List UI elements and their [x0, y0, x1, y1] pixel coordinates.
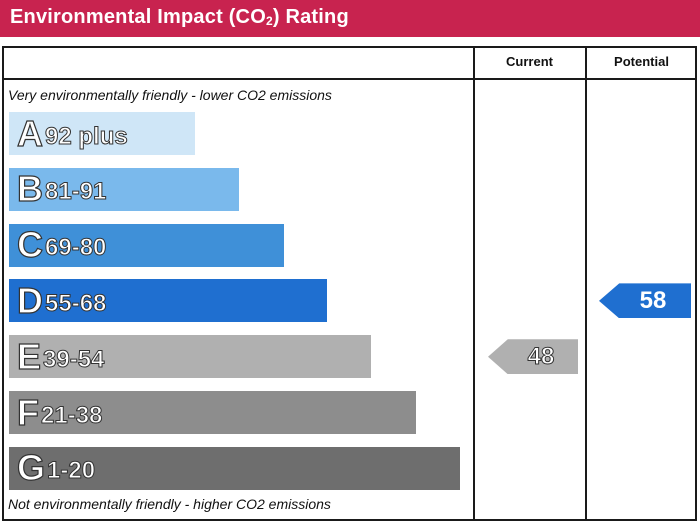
band-range: 92 plus: [45, 122, 129, 150]
rating-frame: [2, 46, 697, 521]
band-letter: B: [16, 168, 43, 210]
rating-title: Environmental Impact (CO2) Rating: [10, 6, 349, 29]
potential-rating-value: 58: [639, 286, 667, 314]
band-range: 69-80: [44, 234, 107, 262]
band-range: 81-91: [44, 178, 107, 206]
band-letter: C: [16, 224, 43, 266]
band-letter: D: [16, 279, 43, 321]
current-column-header: Current: [506, 54, 553, 69]
band-range: 1-20: [47, 457, 96, 485]
band-d: D 55-68: [9, 279, 327, 323]
potential-rating-arrow: 58: [599, 283, 691, 319]
current-column-divider: [473, 46, 475, 521]
band-g: G 1-20: [9, 446, 460, 490]
rating-header: Environmental Impact (CO2) Rating: [0, 0, 700, 37]
band-range: 39-54: [43, 345, 105, 373]
title-main: Environmental Impact (CO: [10, 6, 266, 28]
title-subscript: 2: [265, 14, 273, 28]
band-letter: G: [16, 447, 46, 489]
band-letter: A: [16, 112, 43, 154]
potential-column-header: Potential: [614, 54, 669, 69]
bottom-note: Not environmentally friendly - higher CO…: [8, 496, 331, 512]
band-letter: F: [16, 391, 39, 433]
band-a: A 92 plus: [9, 112, 195, 155]
band-e: E 39-54: [9, 335, 371, 379]
current-rating-arrow: 48: [488, 339, 578, 375]
band-range: 21-38: [40, 401, 103, 429]
title-tail: ) Rating: [272, 6, 349, 28]
band-letter: E: [16, 335, 42, 377]
band-c: C 69-80: [9, 223, 284, 267]
band-f: F 21-38: [9, 391, 416, 434]
band-range: 55-68: [44, 289, 107, 317]
band-b: B 81-91: [9, 167, 239, 211]
potential-column-divider: [585, 46, 587, 521]
current-rating-value: 48: [527, 342, 555, 370]
top-note: Very environmentally friendly - lower CO…: [8, 87, 332, 103]
header-row-divider: [2, 78, 697, 80]
